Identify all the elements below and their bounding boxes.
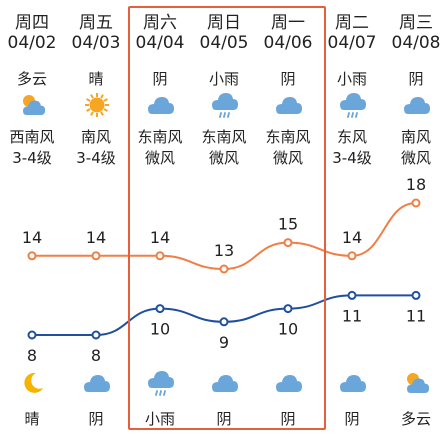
rain-icon [212, 92, 238, 118]
high-temperature-point [27, 251, 37, 261]
wind-level-label: 微风 [144, 149, 175, 167]
forecast-day-column[interactable]: 周四 04/02 多云西南风 3-4级晴 [0, 0, 64, 434]
wind-direction-label: 东南风 [137, 128, 183, 146]
low-temperature-point [91, 330, 101, 340]
rain-icon [340, 92, 366, 118]
cloud-icon [340, 370, 366, 396]
cloud-icon [84, 370, 110, 396]
date-label: 04/05 [199, 33, 249, 53]
wind-level-label: 3-4级 [12, 149, 52, 167]
high-temperature-point [283, 238, 293, 248]
cloud-icon [212, 370, 238, 396]
cloud-icon [148, 92, 174, 118]
low-temperature-point [219, 317, 229, 327]
day-label: 周三 [399, 13, 433, 33]
low-temperature-point [155, 304, 165, 314]
high-temperature-point [347, 251, 357, 261]
wind-direction-label: 南风 [80, 128, 111, 146]
high-temperature-point [219, 264, 229, 274]
night-weather-label: 阴 [344, 410, 360, 428]
sun-icon [84, 92, 110, 118]
wind-direction-label: 东南风 [201, 128, 247, 146]
wind-level-label: 3-4级 [76, 149, 116, 167]
date-label: 04/04 [135, 33, 185, 53]
high-temperature-point [91, 251, 101, 261]
night-weather-label: 晴 [24, 410, 40, 428]
night-weather-label: 阴 [88, 410, 104, 428]
night-weather-label: 小雨 [144, 410, 175, 428]
low-temperature-label: 10 [150, 320, 170, 339]
high-temperature-label: 14 [342, 228, 362, 247]
high-temperature-label: 18 [406, 175, 426, 194]
day-weather-label: 阴 [408, 70, 424, 88]
day-weather-label: 阴 [280, 70, 296, 88]
low-temperature-label: 11 [406, 306, 426, 325]
high-temperature-point [155, 251, 165, 261]
high-temperature-label: 14 [22, 228, 42, 247]
wind-level-label: 微风 [272, 149, 303, 167]
low-temperature-label: 10 [278, 320, 298, 339]
day-label: 周四 [15, 13, 49, 33]
wind-level-label: 微风 [400, 149, 431, 167]
low-temperature-label: 8 [27, 346, 37, 365]
wind-level-label: 微风 [208, 149, 239, 167]
low-temperature-label: 9 [219, 333, 229, 352]
date-label: 04/06 [263, 33, 313, 53]
day-weather-label: 多云 [16, 70, 47, 88]
wind-level-label: 3-4级 [332, 149, 372, 167]
date-label: 04/07 [327, 33, 377, 53]
forecast-day-column[interactable]: 周五 04/03 晴南风 3-4级阴 [64, 0, 128, 434]
high-temperature-label: 15 [278, 215, 298, 234]
wind-direction-label: 东风 [336, 128, 367, 146]
day-label: 周一 [271, 13, 305, 33]
forecast-day-column[interactable]: 周二 04/07 小雨东风 3-4级阴 [320, 0, 384, 434]
forecast-day-column[interactable]: 周日 04/05 小雨东南风微风阴 [192, 0, 256, 434]
forecast-day-column[interactable]: 周三 04/08 阴南风微风多云 [384, 0, 448, 434]
night-weather-label: 阴 [280, 410, 296, 428]
day-label: 周六 [143, 13, 177, 33]
high-temperature-label: 14 [86, 228, 106, 247]
low-temperature-label: 8 [91, 346, 101, 365]
wind-direction-label: 东南风 [265, 128, 311, 146]
date-label: 04/03 [71, 33, 121, 53]
night-weather-label: 阴 [216, 410, 232, 428]
day-weather-label: 阴 [152, 70, 168, 88]
rain-icon [148, 370, 174, 396]
moon-icon [20, 370, 46, 396]
cloud-icon [276, 370, 302, 396]
wind-direction-label: 西南风 [9, 128, 55, 146]
low-temperature-point [411, 290, 421, 300]
day-label: 周五 [79, 13, 113, 33]
day-label: 周二 [335, 13, 369, 33]
partly-cloudy-icon [404, 370, 430, 396]
cloud-icon [404, 92, 430, 118]
forecast-day-column[interactable]: 周一 04/06 阴东南风 微风阴 [256, 0, 320, 434]
day-weather-label: 小雨 [336, 70, 367, 88]
day-label: 周日 [207, 13, 241, 33]
low-temperature-point [283, 304, 293, 314]
high-temperature-point [411, 198, 421, 208]
low-temperature-label: 11 [342, 306, 362, 325]
low-temperature-point [27, 330, 37, 340]
day-weather-label: 晴 [88, 70, 104, 88]
date-label: 04/08 [391, 33, 441, 53]
low-temperature-point [347, 290, 357, 300]
high-temperature-label: 13 [214, 241, 234, 260]
wind-direction-label: 南风 [400, 128, 431, 146]
high-temperature-label: 14 [150, 228, 170, 247]
forecast-day-column[interactable]: 周六 04/04 阴东南风微风小雨 [128, 0, 192, 434]
date-label: 04/02 [7, 33, 57, 53]
day-weather-label: 小雨 [208, 70, 239, 88]
cloud-icon [276, 92, 302, 118]
night-weather-label: 多云 [400, 410, 431, 428]
partly-cloudy-icon [20, 92, 46, 118]
